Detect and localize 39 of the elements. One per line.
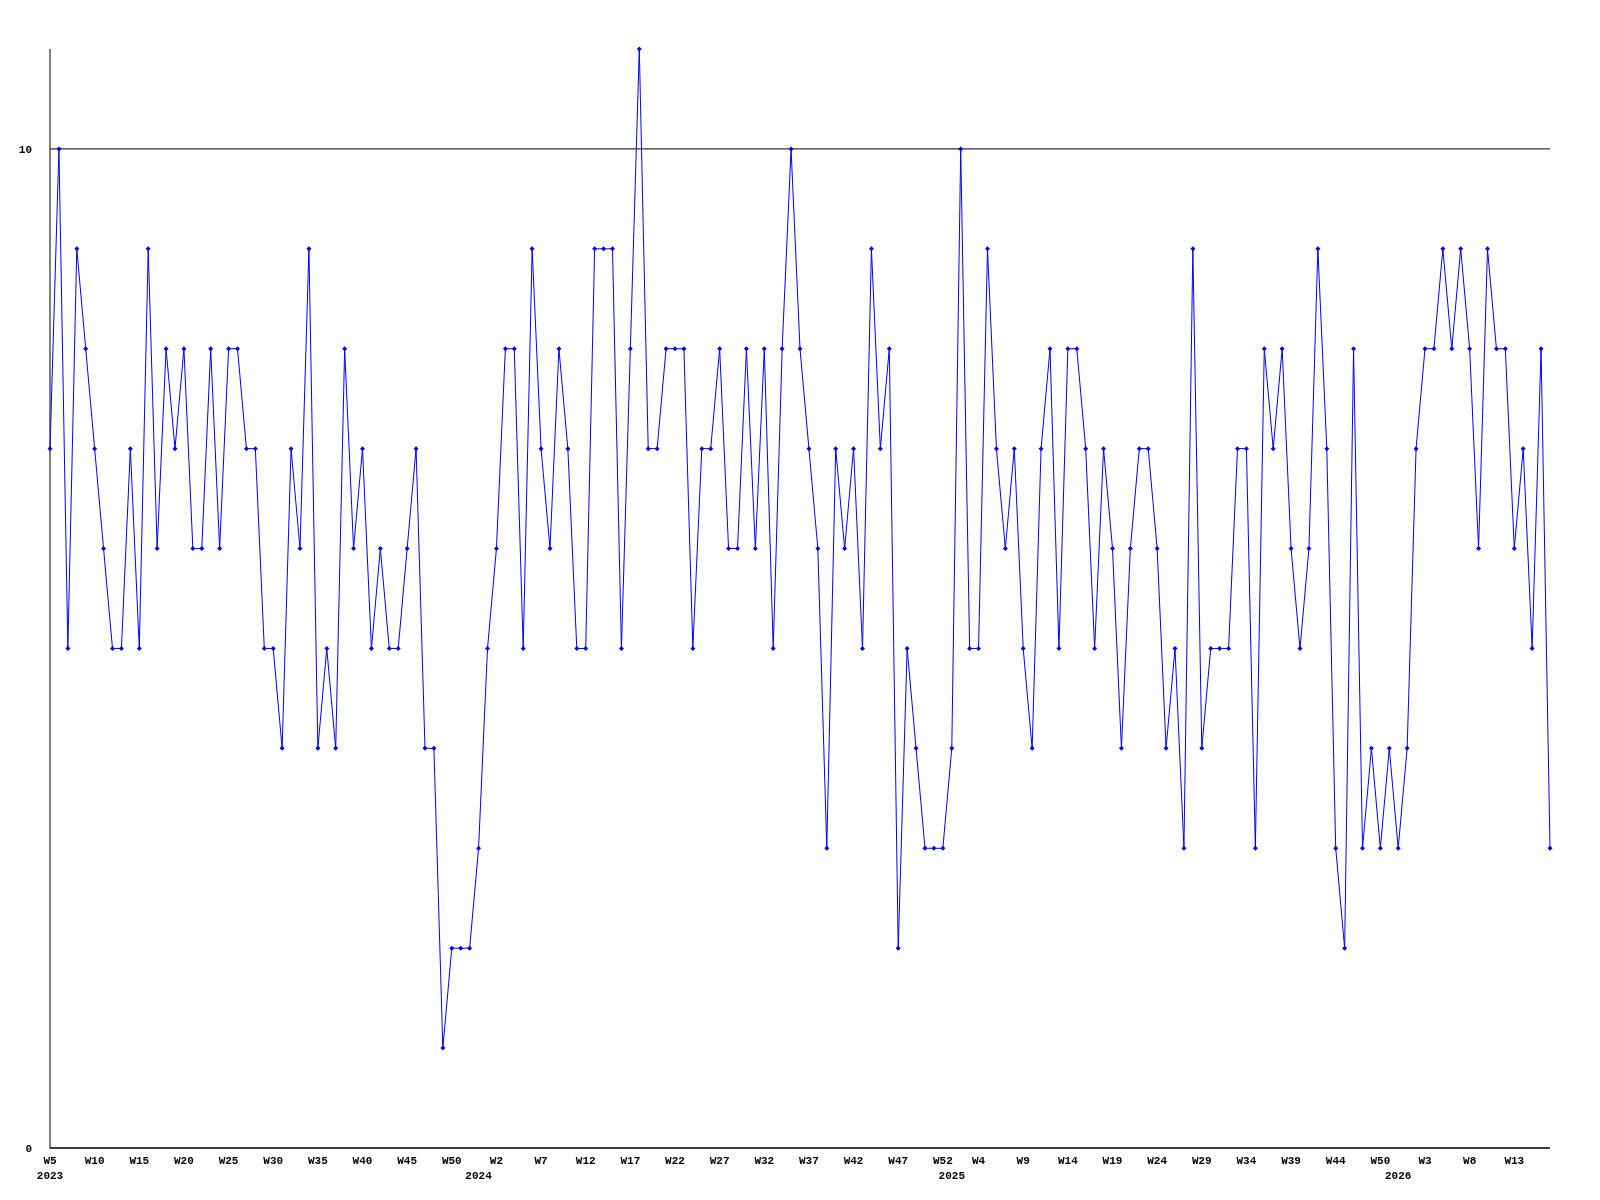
x-tick-label: W39 (1281, 1155, 1301, 1167)
x-tick-label: W10 (84, 1155, 105, 1167)
x-tick-label: W42 (843, 1155, 864, 1167)
x-tick-label: W13 (1504, 1155, 1525, 1167)
x-tick-label: W24 (1147, 1155, 1168, 1167)
y-tick-label: 10 (18, 143, 32, 156)
x-tick-label: W35 (307, 1155, 329, 1167)
x-tick-label: W2 (489, 1155, 504, 1167)
x-tick-label: W27 (709, 1155, 730, 1167)
x-tick-label: 2024 (465, 1170, 493, 1182)
x-tick-label: W30 (263, 1155, 284, 1167)
x-tick-label: W29 (1191, 1155, 1212, 1167)
x-tick-label: W32 (754, 1155, 775, 1167)
x-tick-label: W22 (665, 1155, 685, 1167)
x-tick-label: 2025 (938, 1170, 966, 1182)
x-tick-label: W40 (352, 1155, 373, 1167)
x-tick-label: W12 (575, 1155, 596, 1167)
x-tick-label: W44 (1325, 1155, 1347, 1167)
x-tick-label: W8 (1463, 1155, 1477, 1167)
x-tick-label: W25 (218, 1155, 239, 1167)
y-tick-label: 0 (25, 1142, 32, 1155)
x-tick-label: W9 (1016, 1155, 1030, 1167)
x-tick-label: W47 (888, 1155, 909, 1167)
x-tick-label: W19 (1102, 1155, 1123, 1167)
x-tick-label: W34 (1236, 1155, 1257, 1167)
x-tick-label: W50 (1370, 1155, 1391, 1167)
x-tick-label: W3 (1418, 1155, 1432, 1167)
x-tick-label: W4 (971, 1155, 986, 1167)
x-tick-label: W7 (534, 1155, 548, 1167)
x-tick-label: W14 (1057, 1155, 1079, 1167)
x-tick-label: W37 (799, 1155, 819, 1167)
x-tick-label: 2026 (1385, 1170, 1412, 1182)
x-tick-label: W45 (397, 1155, 418, 1167)
x-tick-label: W17 (620, 1155, 641, 1167)
x-tick-label: W5 2023 (36, 1155, 64, 1182)
x-tick-label: W50 (441, 1155, 462, 1167)
x-tick-label: W15 (129, 1155, 150, 1167)
x-tick-label: W20 (174, 1155, 194, 1167)
x-tick-label: W52 (932, 1155, 953, 1167)
